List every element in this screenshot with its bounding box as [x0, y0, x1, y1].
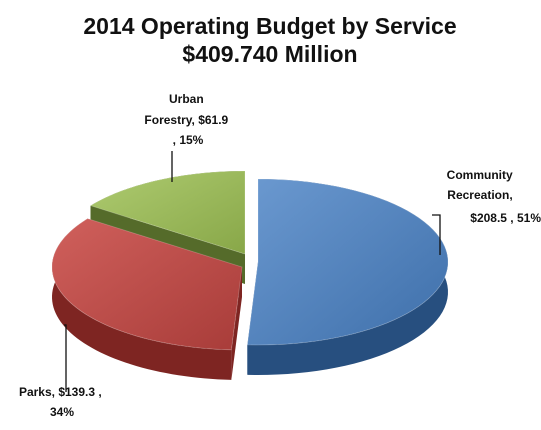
slice-top	[51, 218, 243, 351]
label-line: , 15%	[173, 133, 204, 147]
label-line: Community	[447, 168, 513, 182]
slice-label-urban-forestry: Urban Forestry, $61.9 , 15%	[144, 92, 231, 147]
label-line: Recreation,	[447, 188, 512, 202]
slice-label-parks: Parks, $139.3 , 34%	[19, 385, 105, 419]
chart-title: 2014 Operating Budget by Service	[83, 13, 456, 39]
label-line: Urban	[169, 92, 204, 106]
chart-subtitle: $409.740 Million	[182, 41, 357, 67]
pie-slice-community-recreation	[246, 178, 449, 375]
label-line: Parks, $139.3 ,	[19, 385, 102, 399]
label-line: Forestry, $61.9	[144, 113, 228, 127]
leader-line-community	[432, 214, 441, 255]
pie-slice-parks	[51, 218, 243, 380]
label-line: 34%	[50, 405, 74, 419]
slice-rim	[52, 218, 232, 380]
label-line: $208.5 , 51%	[470, 211, 541, 225]
slice-label-community-recreation: Community Recreation, $208.5 , 51%	[447, 168, 541, 225]
leader-line-parks	[64, 324, 67, 392]
slice-top	[246, 178, 449, 346]
slice-top	[89, 170, 246, 255]
pie-slices	[51, 170, 449, 380]
